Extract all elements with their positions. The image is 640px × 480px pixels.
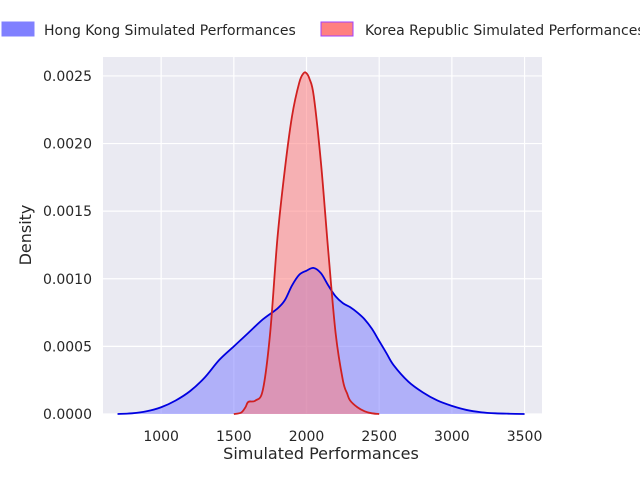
y-tick-label: 0.0025	[43, 69, 92, 85]
x-tick-label: 3500	[507, 429, 543, 445]
y-axis-title: Density	[16, 205, 35, 266]
y-tick-label: 0.0010	[43, 272, 92, 288]
legend-label: Korea Republic Simulated Performances	[365, 23, 640, 39]
y-tick-label: 0.0015	[43, 204, 92, 220]
x-tick-label: 1000	[143, 429, 179, 445]
density-areas	[117, 71, 525, 415]
x-tick-label: 1500	[216, 429, 252, 445]
legend-swatch	[320, 21, 354, 37]
legend-swatch	[1, 21, 35, 37]
x-tick-label: 2500	[361, 429, 397, 445]
y-tick-label: 0.0005	[43, 339, 92, 355]
x-tick-labels: 1000 1500 2000 2500 3000 3500	[143, 429, 542, 445]
y-tick-label: 0.0000	[43, 407, 92, 423]
y-tick-label: 0.0020	[43, 137, 92, 153]
series-1-area	[233, 72, 380, 414]
legend: Hong Kong Simulated Performances Korea Re…	[1, 21, 640, 39]
x-tick-label: 3000	[434, 429, 470, 445]
series-0-line	[117, 266, 525, 415]
series-1-line	[233, 71, 380, 415]
x-tick-label: 2000	[289, 429, 325, 445]
y-tick-labels: 0.0000 0.0005 0.0010 0.0015 0.0020 0.0025	[43, 69, 92, 423]
x-axis-title: Simulated Performances	[223, 444, 419, 463]
legend-label: Hong Kong Simulated Performances	[44, 23, 296, 39]
